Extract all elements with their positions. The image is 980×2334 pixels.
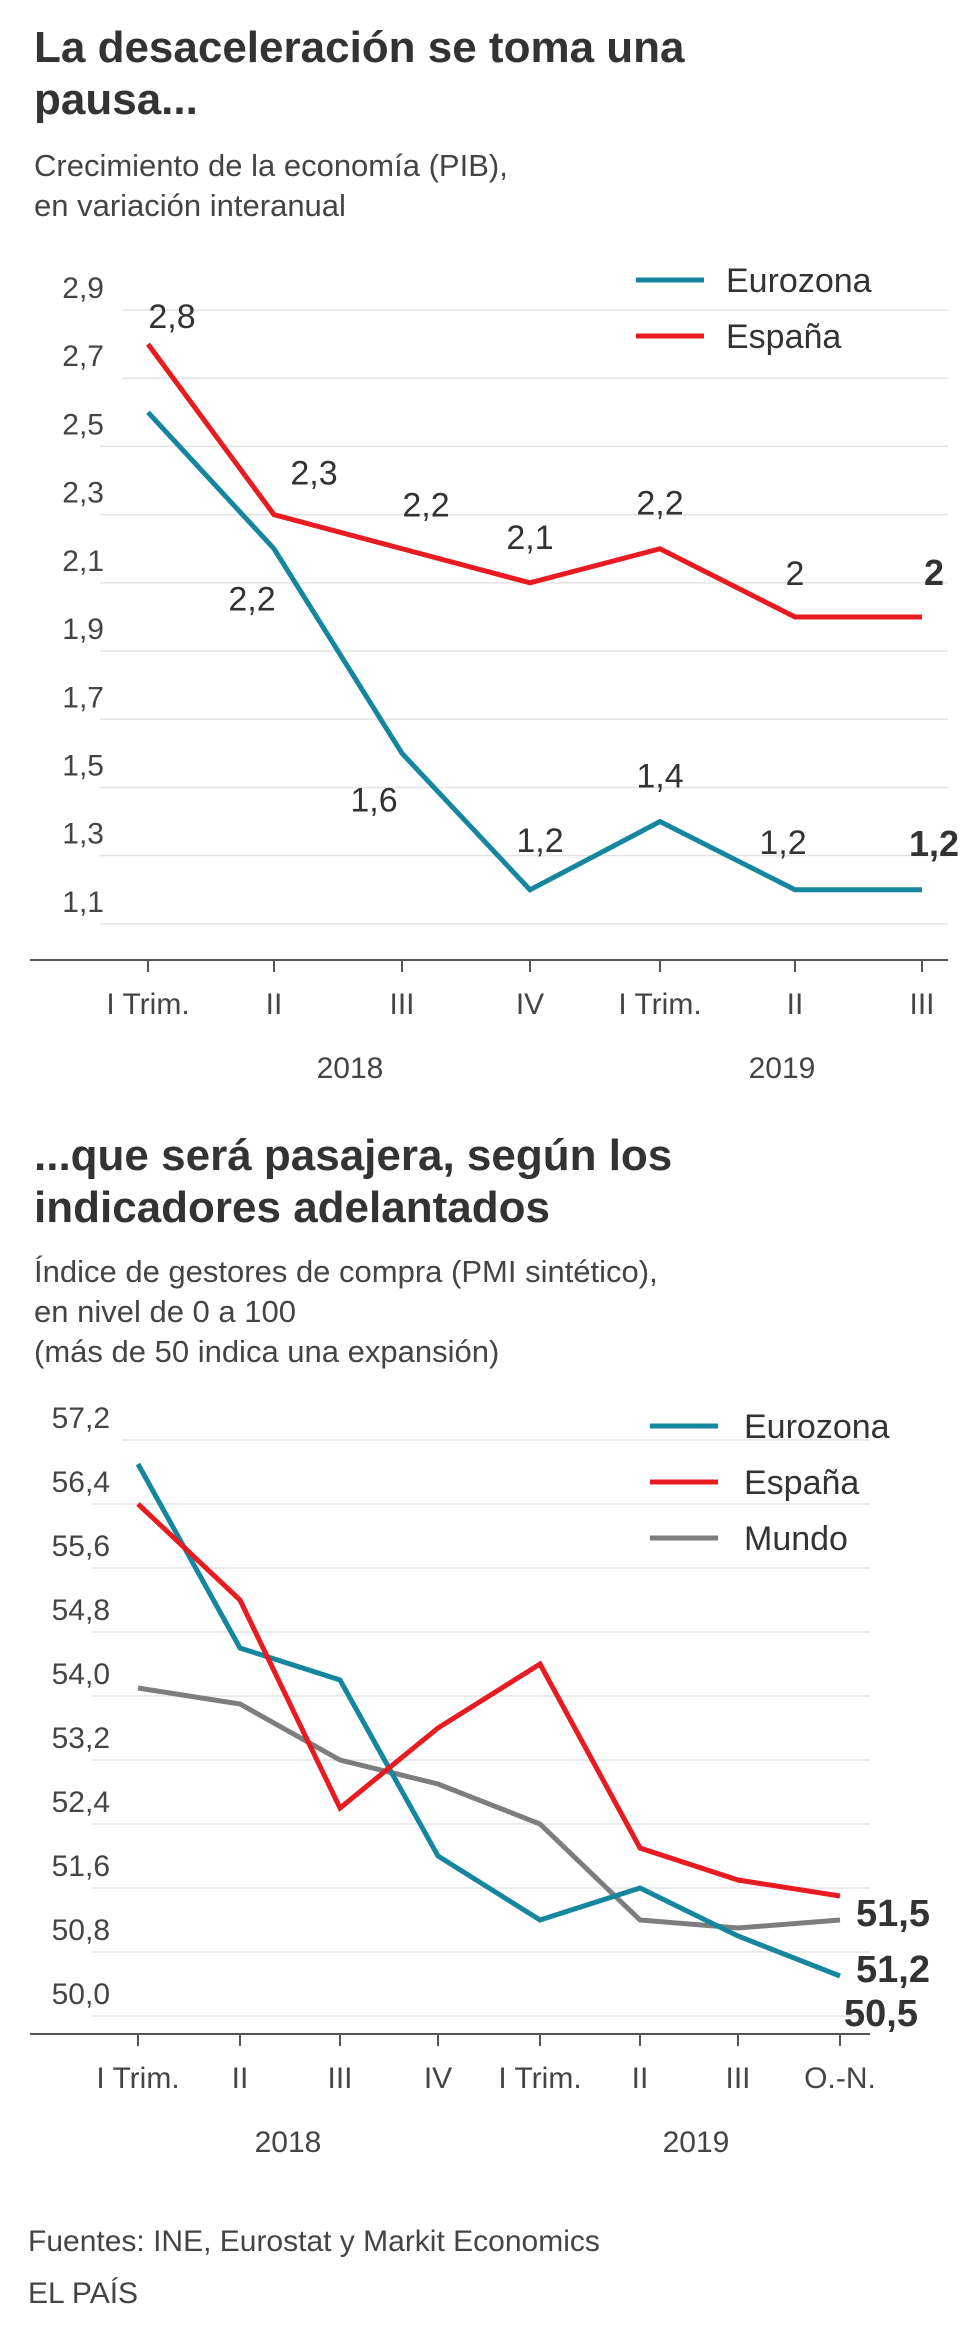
x-tick-label: I Trim.: [96, 2062, 179, 2095]
data-label: 2,2: [228, 581, 275, 619]
legend-label: Mundo: [744, 1520, 848, 1558]
legend-label: España: [726, 318, 841, 356]
series-line-mundo: [137, 1685, 841, 1931]
chart2-subtitle-line: Índice de gestores de compra (PMI sintét…: [34, 1254, 658, 1289]
brand-logo: EL PAÍS: [28, 2277, 139, 2310]
end-value-label: 51,2: [856, 1949, 930, 1991]
series-line-eurozona: [146, 410, 922, 893]
series-line-espana: [145, 342, 922, 620]
data-label: 2,2: [402, 487, 449, 525]
series-line-espana: [136, 1502, 841, 1899]
data-label: 2: [924, 552, 944, 593]
x-tick-label: III: [389, 988, 414, 1021]
y-tick-label: 54,8: [52, 1594, 110, 1627]
x-tick-label: III: [327, 2062, 352, 2095]
y-tick-label: 57,2: [52, 1402, 110, 1435]
y-tick-label: 56,4: [52, 1466, 110, 1499]
chart1-title: La desaceleración se toma una pausa...: [34, 23, 685, 124]
y-tick-label: 2,5: [62, 408, 104, 441]
chart1-subtitle-line: Crecimiento de la economía (PIB),: [34, 148, 508, 183]
pmi-chart: 57,2 56,4 55,6 54,8 54,0 53,2 52,4 51,6 50,8 50,0…: [30, 1402, 930, 2159]
y-tick-label: 1,3: [62, 818, 104, 851]
year-label: 2019: [663, 2126, 730, 2159]
chart2-subtitle-line: (más de 50 indica una expansión): [34, 1334, 500, 1369]
y-tick-label: 2,3: [62, 477, 104, 510]
chart1-subtitle: Crecimiento de la economía (PIB), en var…: [34, 146, 934, 226]
data-label: 2,8: [148, 298, 195, 336]
x-tick-label: II: [632, 2062, 649, 2095]
sources-note: Fuentes: INE, Eurostat y Markit Economic…: [28, 2225, 600, 2258]
x-tick-label: II: [787, 988, 804, 1021]
chart1-subtitle-line: en variación interanual: [34, 188, 346, 223]
y-tick-label: 53,2: [52, 1722, 110, 1755]
x-tick-label: I Trim.: [498, 2062, 581, 2095]
x-tick-label: III: [725, 2062, 750, 2095]
x-tick-label: O.-N.: [804, 2062, 876, 2095]
x-tick-label: II: [266, 988, 283, 1021]
x-tick-label: IV: [424, 2062, 452, 2095]
data-label: 2: [786, 555, 805, 593]
data-label: 2,2: [636, 485, 683, 523]
y-tick-label: 1,9: [62, 613, 104, 646]
legend-label: España: [744, 1464, 859, 1502]
y-tick-label: 2,7: [62, 340, 104, 373]
y-tick-label: 2,1: [62, 545, 104, 578]
year-label: 2018: [317, 1052, 384, 1085]
x-tick-label: II: [232, 2062, 249, 2095]
y-tick-label: 2,9: [62, 272, 104, 305]
y-tick-label: 50,0: [52, 1978, 110, 2011]
data-label: 2,3: [290, 455, 337, 493]
y-tick-label: 55,6: [52, 1530, 110, 1563]
gdp-growth-chart: 2,92,72,52,32,11,91,71,51,31,1I Trim. II I…: [30, 262, 959, 1085]
chart2-title: ...que será pasajera, según los indicado…: [34, 1131, 673, 1232]
y-tick-label: 54,0: [52, 1658, 110, 1691]
legend-label: Eurozona: [726, 262, 872, 300]
chart2-subtitle-line: en nivel de 0 a 100: [34, 1294, 296, 1329]
x-tick-label: IV: [516, 988, 544, 1021]
x-tick-label: I Trim.: [106, 988, 189, 1021]
end-value-label: 50,5: [844, 1993, 918, 2035]
data-label: 1,2: [759, 824, 806, 862]
data-label: 1,4: [636, 758, 683, 796]
data-label: 1,6: [350, 781, 397, 819]
data-label: 1,2: [909, 823, 959, 864]
y-tick-label: 50,8: [52, 1914, 110, 1947]
legend-label: Eurozona: [744, 1408, 890, 1446]
x-tick-label: III: [909, 988, 934, 1021]
year-label: 2019: [749, 1052, 816, 1085]
end-value-label: 51,5: [856, 1893, 930, 1935]
y-tick-label: 51,6: [52, 1850, 110, 1883]
series-line-eurozona: [135, 1462, 841, 1979]
year-label: 2018: [255, 2126, 322, 2159]
data-label: 2,1: [506, 519, 553, 557]
y-tick-label: 1,1: [62, 886, 104, 919]
y-tick-label: 52,4: [52, 1786, 110, 1819]
x-tick-label: I Trim.: [618, 988, 701, 1021]
data-label: 1,2: [516, 822, 563, 860]
y-tick-label: 1,7: [62, 681, 104, 714]
y-tick-label: 1,5: [62, 749, 104, 782]
chart2-subtitle: Índice de gestores de compra (PMI sintét…: [34, 1252, 934, 1372]
